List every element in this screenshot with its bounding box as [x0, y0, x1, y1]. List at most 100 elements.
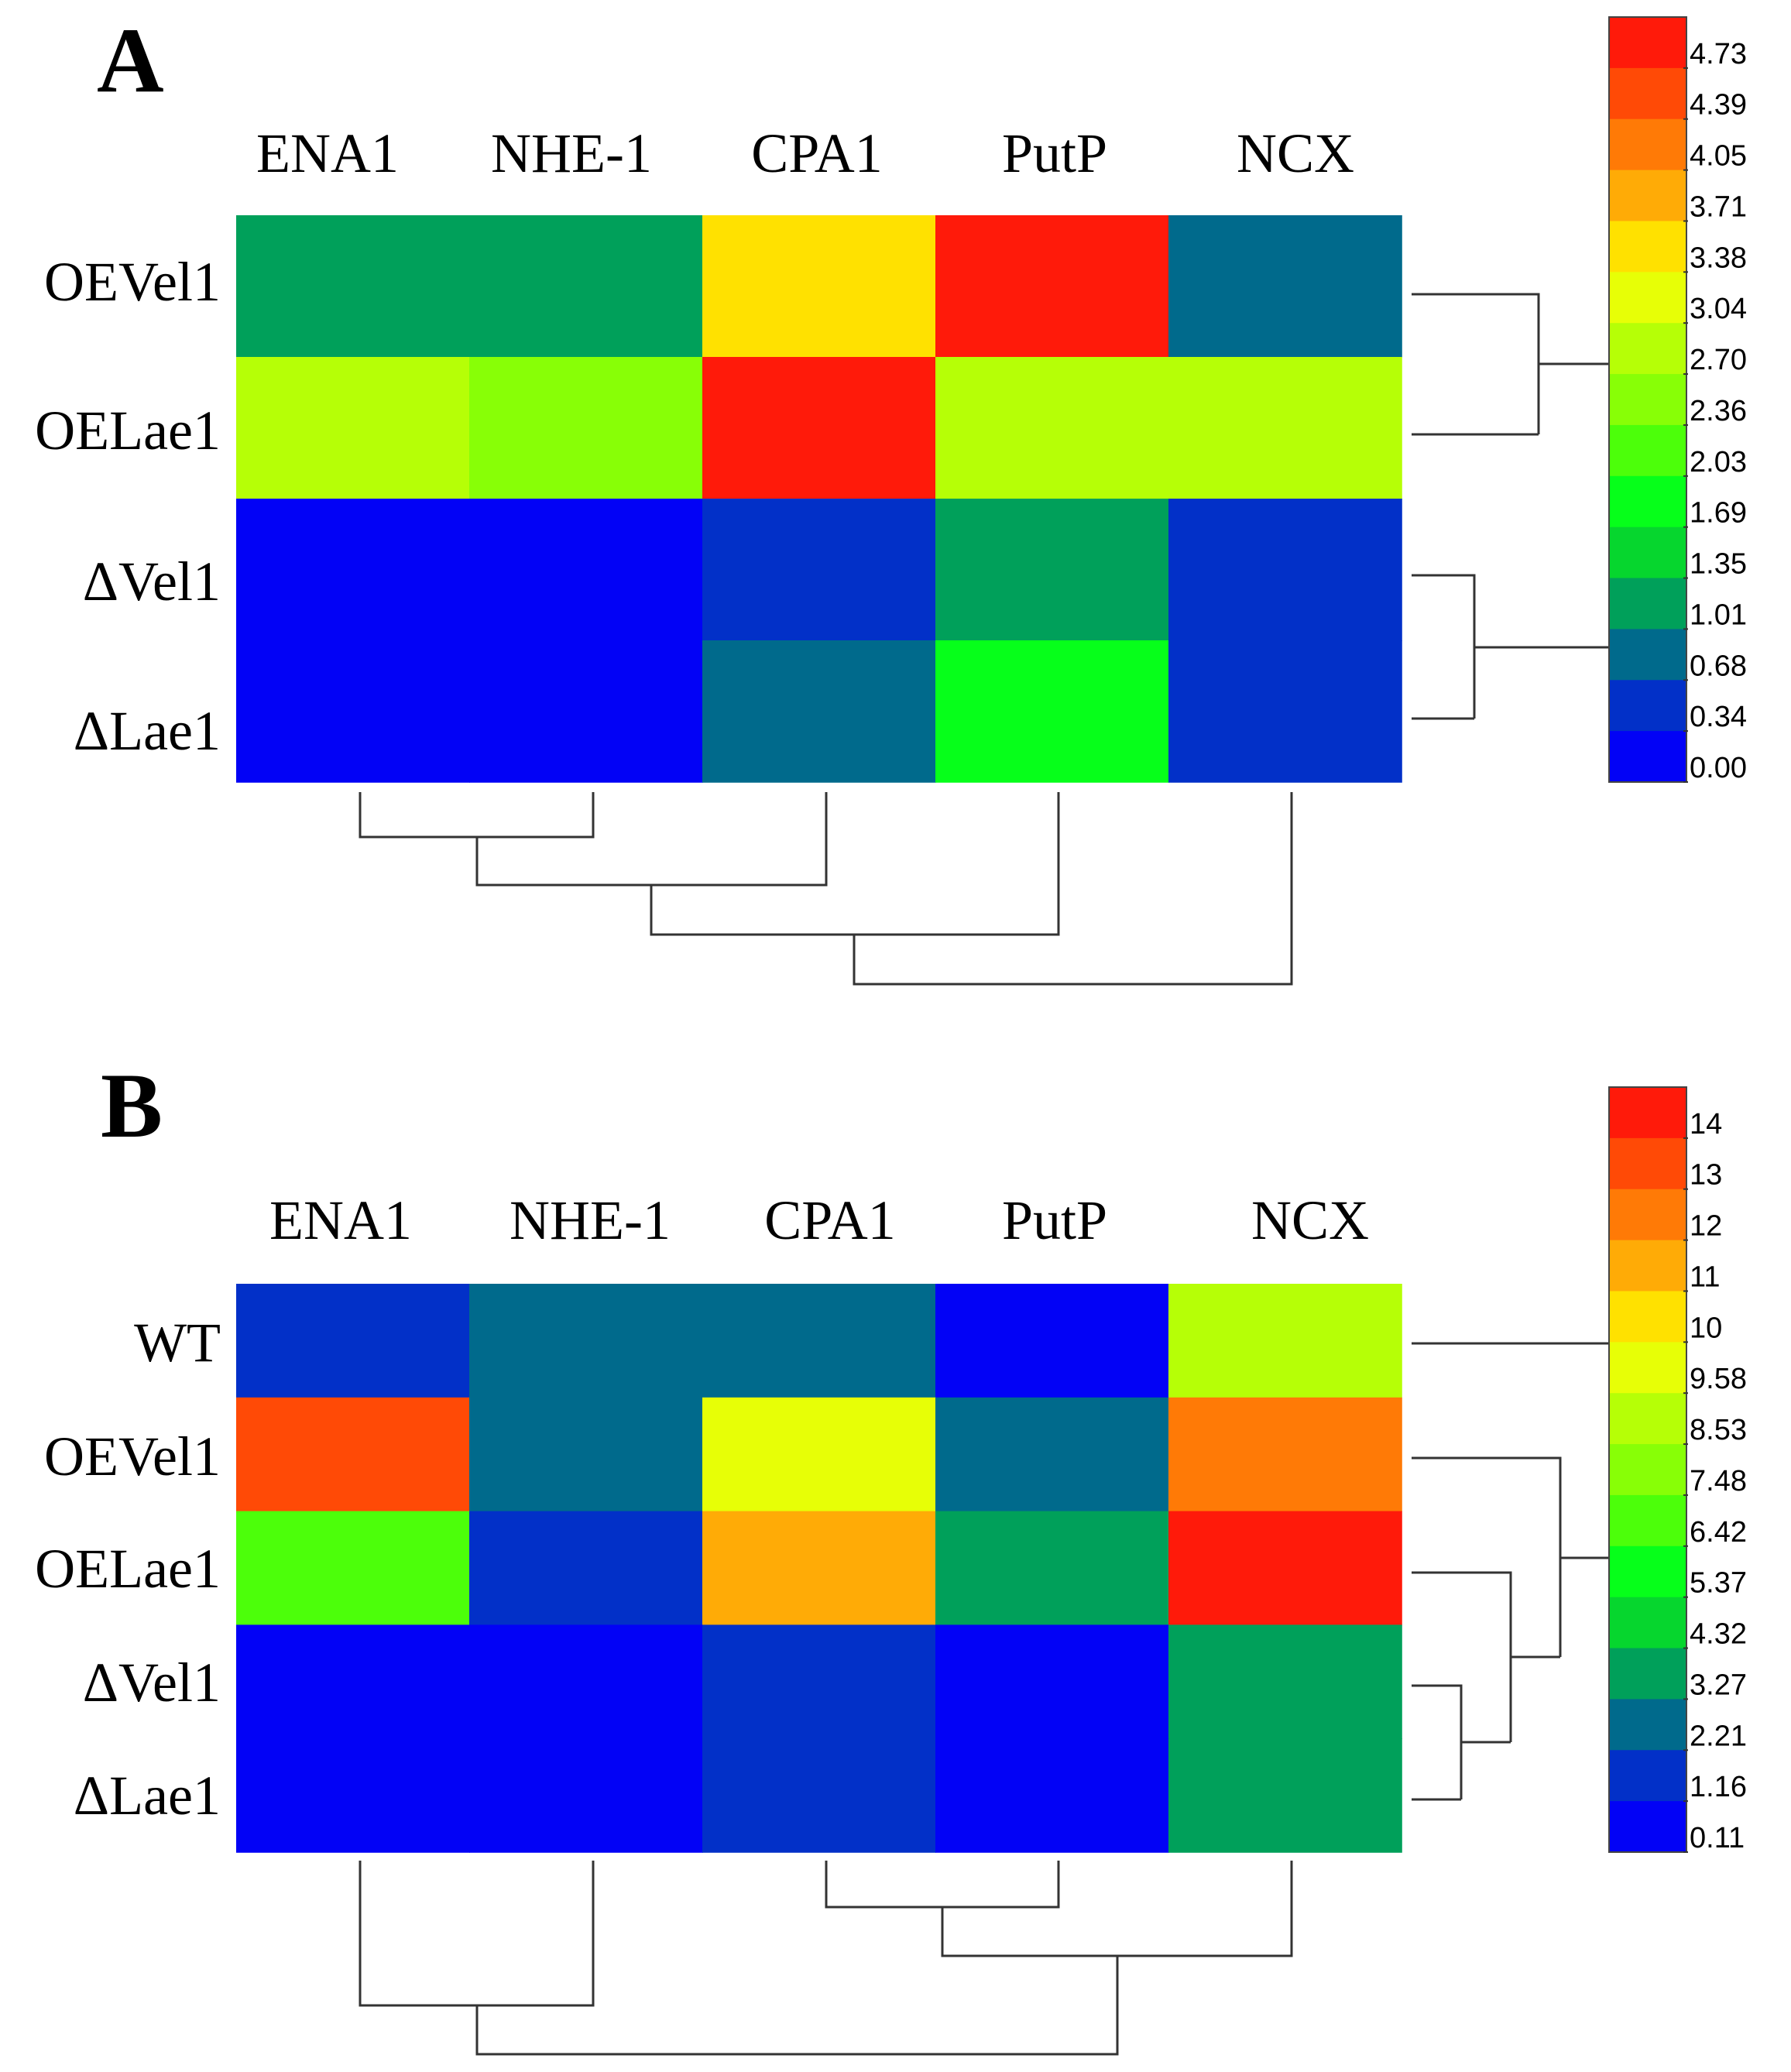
color-scale-tick-label: 0.34	[1690, 701, 1747, 733]
color-scale-tick-label: 5.37	[1690, 1567, 1747, 1600]
panel-b-row-label: WT	[134, 1312, 221, 1374]
heatmap-cell	[702, 499, 936, 641]
color-scale-tick-label: 3.04	[1690, 293, 1747, 325]
color-scale-tick-label: 0.00	[1690, 752, 1747, 784]
heatmap-cell	[1168, 1624, 1402, 1739]
dendrogram-branch	[1412, 1342, 1611, 1801]
color-scale-swatch	[1609, 578, 1686, 630]
heatmap-cell	[702, 640, 936, 783]
panel-a-column-labels: ENA1 NHE-1 CPA1 PutP NCX	[256, 122, 1354, 184]
heatmap-cell	[236, 499, 470, 641]
heatmap-cell	[236, 1397, 470, 1512]
heatmap-cell	[1168, 1397, 1402, 1512]
color-scale-tick-label: 1.16	[1690, 1771, 1747, 1803]
color-scale-tick-label: 7.48	[1690, 1465, 1747, 1497]
heatmap-cell	[236, 357, 470, 499]
color-scale-swatch	[1609, 527, 1686, 579]
heatmap-cell	[469, 499, 703, 641]
panel-a-row-labels: OEVel1 OELae1 ΔVel1 ΔLae1	[35, 251, 221, 762]
color-scale-swatch	[1609, 1137, 1686, 1190]
color-scale-tick-label: 0.11	[1690, 1822, 1745, 1854]
color-scale-tick-label: 10	[1690, 1312, 1722, 1344]
color-scale-tick-label: 1.35	[1690, 548, 1747, 581]
color-scale-swatch	[1609, 1597, 1686, 1649]
heatmap-cell	[236, 1624, 470, 1739]
color-scale-swatch	[1609, 1750, 1686, 1802]
panel-a-color-scale: 4.73 4.39 4.05 3.71 3.38 3.04 2.70 2.36 2.03 1.69…	[1608, 16, 1747, 784]
heatmap-cell	[702, 1511, 936, 1626]
panel-a-col-label: CPA1	[751, 122, 882, 184]
heatmap-cell	[236, 215, 470, 358]
color-scale-swatch	[1609, 1087, 1686, 1139]
color-scale-tick-label: 4.32	[1690, 1618, 1747, 1651]
color-scale-tick-label: 3.71	[1690, 190, 1747, 223]
panel-a-col-label: PutP	[1002, 122, 1107, 184]
color-scale-swatch	[1609, 323, 1686, 375]
color-scale-tick-label: 3.38	[1690, 242, 1747, 274]
heatmap-cell	[236, 640, 470, 783]
heatmap-cell	[935, 499, 1169, 641]
color-scale-swatch	[1609, 118, 1686, 171]
panel-b-column-labels: ENA1 NHE-1 CPA1 PutP NCX	[269, 1189, 1369, 1251]
heatmap-cell	[935, 640, 1169, 783]
color-scale-swatch	[1609, 221, 1686, 273]
panel-b-col-label: CPA1	[764, 1189, 895, 1251]
heatmap-cell	[1168, 640, 1402, 783]
heatmap-cell	[1168, 1511, 1402, 1626]
heatmap-cell	[236, 1284, 470, 1398]
color-scale-tick-label: 8.53	[1690, 1414, 1747, 1446]
color-scale-swatch	[1609, 1648, 1686, 1700]
color-scale-tick-label: 1.69	[1690, 497, 1747, 530]
heatmap-cell	[469, 640, 703, 783]
heatmap-cell	[1168, 1284, 1402, 1398]
panel-a-row-label: ΔLae1	[74, 700, 221, 762]
panel-b-col-dendrogram	[359, 1861, 1293, 2056]
color-scale-swatch	[1609, 424, 1686, 477]
heatmap-cell	[469, 1284, 703, 1398]
heatmap-cell	[702, 1284, 936, 1398]
color-scale-tick-label: 4.73	[1690, 38, 1747, 70]
panel-b-col-label: NHE-1	[510, 1189, 671, 1251]
color-scale-swatch	[1609, 629, 1686, 681]
heatmap-cell	[236, 1738, 470, 1853]
panel-a-row-label: ΔVel1	[83, 551, 221, 612]
color-scale-tick-label: 9.58	[1690, 1363, 1747, 1395]
panel-a-cells	[236, 215, 1402, 783]
color-scale-tick-label: 12	[1690, 1210, 1722, 1243]
color-scale-swatch	[1609, 1189, 1686, 1241]
heatmap-cell	[469, 1397, 703, 1512]
color-scale-tick-label: 2.03	[1690, 446, 1747, 479]
panel-b-row-label: ΔVel1	[83, 1652, 221, 1714]
panel-b-row-label: OEVel1	[44, 1425, 221, 1487]
panel-b-letter: B	[101, 1054, 163, 1157]
color-scale-tick-label: 2.70	[1690, 344, 1747, 376]
heatmap-cell	[935, 1284, 1169, 1398]
color-scale-swatch	[1609, 170, 1686, 222]
panel-b-cells	[236, 1284, 1402, 1853]
color-scale-swatch	[1609, 67, 1686, 120]
color-scale-swatch	[1609, 272, 1686, 324]
panel-b-row-label: ΔLae1	[74, 1765, 221, 1827]
color-scale-swatch	[1609, 1545, 1686, 1598]
dendrogram-branch	[359, 1861, 1293, 2056]
panel-b-color-scale: 14 13 12 11 10 9.58 8.53 7.48 6.42 5.37 4.32 3.27 2.…	[1608, 1086, 1747, 1854]
color-scale-tick-label: 1.01	[1690, 599, 1747, 631]
heatmap-cell	[469, 357, 703, 499]
color-scale-swatch	[1609, 1342, 1686, 1394]
heatmap-cell	[1168, 215, 1402, 358]
panel-a-row-label: OEVel1	[44, 251, 221, 313]
panel-a: A ENA1 NHE-1 CPA1 PutP NCX OEVel1 OELae1…	[35, 9, 1747, 986]
panel-b-col-label: PutP	[1002, 1189, 1107, 1251]
color-scale-swatch	[1609, 1240, 1686, 1292]
heatmap-cell	[469, 1624, 703, 1739]
panel-b-row-labels: WT OEVel1 OELae1 ΔVel1 ΔLae1	[35, 1312, 221, 1827]
panel-b-col-label: NCX	[1251, 1189, 1369, 1251]
heatmap-cell	[935, 1738, 1169, 1853]
color-scale-swatch	[1609, 1699, 1686, 1751]
heatmap-cell	[935, 1624, 1169, 1739]
color-scale-frame	[1608, 1086, 1687, 1853]
color-scale-frame	[1608, 16, 1687, 783]
panel-a-row-dendrogram	[1412, 293, 1611, 720]
color-scale-tick-label: 13	[1690, 1159, 1722, 1192]
